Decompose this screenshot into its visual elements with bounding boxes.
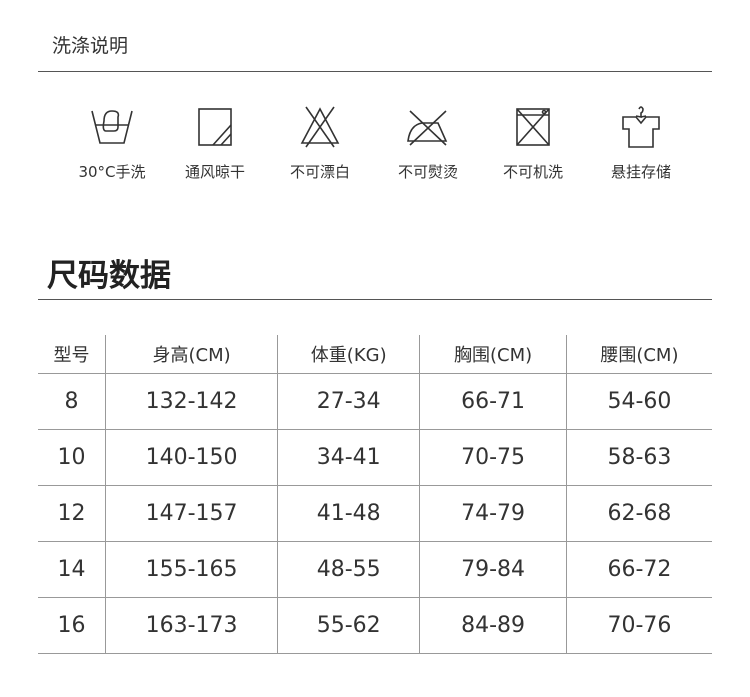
table-cell: 84-89 [419,597,567,654]
table-cell: 147-157 [105,485,279,542]
table-cell: 58-63 [566,429,712,486]
header-cell: 体重(KG) [277,335,421,374]
table-cell: 55-62 [277,597,421,654]
table-cell: 66-72 [566,541,712,598]
table-cell: 140-150 [105,429,279,486]
divider [38,299,712,300]
table-cell: 163-173 [105,597,279,654]
table-cell: 79-84 [419,541,567,598]
table-cell: 70-75 [419,429,567,486]
care-item: 30°C手洗 [57,103,167,182]
header-cell: 腰围(CM) [566,335,712,374]
care-item: 不可机洗 [478,103,588,182]
table-cell: 14 [38,541,107,598]
shade-dry-icon [198,108,232,146]
table-cell: 62-68 [566,485,712,542]
header-cell: 身高(CM) [105,335,279,374]
no-bleach-icon [300,106,340,148]
table-row: 8 132-142 27-34 66-71 54-60 [38,373,712,430]
table-cell: 74-79 [419,485,567,542]
care-item: 不可漂白 [265,103,375,182]
header-cell: 胸围(CM) [419,335,567,374]
table-cell: 41-48 [277,485,421,542]
table-cell: 70-76 [566,597,712,654]
care-item: 不可熨烫 [373,103,483,182]
table-row: 16 163-173 55-62 84-89 70-76 [38,597,712,654]
care-item: 悬挂存储 [586,103,696,182]
table-cell: 34-41 [277,429,421,486]
table-cell: 132-142 [105,373,279,430]
care-title: 洗涤说明 [52,35,129,57]
table-cell: 8 [38,373,107,430]
table-cell: 10 [38,429,107,486]
table-cell: 48-55 [277,541,421,598]
size-table: 型号 身高(CM) 体重(KG) 胸围(CM) 腰围(CM) 8 132-142 2… [38,335,712,654]
divider [38,71,712,72]
table-row: 12 147-157 41-48 74-79 62-68 [38,485,712,542]
no-iron-icon [407,110,448,146]
table-cell: 27-34 [277,373,421,430]
table-cell: 54-60 [566,373,712,430]
header-cell: 型号 [38,335,107,374]
hang-icon [622,106,660,148]
size-title: 尺码数据 [47,258,171,294]
hand-wash-icon [91,110,133,144]
table-cell: 66-71 [419,373,567,430]
table-cell: 12 [38,485,107,542]
table-row: 14 155-165 48-55 79-84 66-72 [38,541,712,598]
table-cell: 155-165 [105,541,279,598]
table-row: 10 140-150 34-41 70-75 58-63 [38,429,712,486]
table-header: 型号 身高(CM) 体重(KG) 胸围(CM) 腰围(CM) [38,335,712,374]
care-item: 通风晾干 [160,103,270,182]
table-cell: 16 [38,597,107,654]
no-machine-wash-icon [516,108,550,146]
